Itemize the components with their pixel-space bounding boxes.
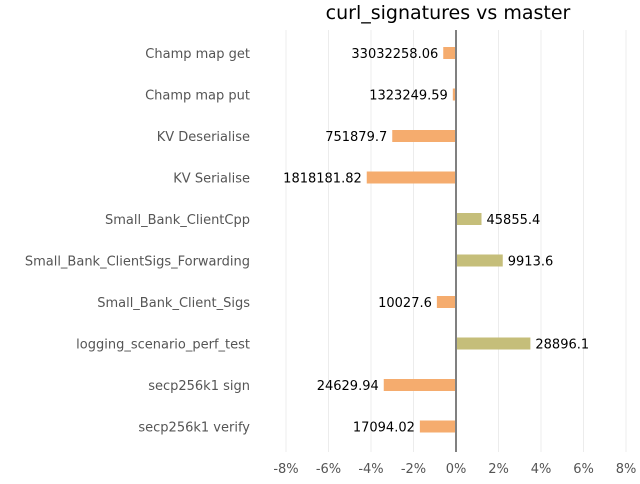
x-tick-label: -4% (358, 462, 383, 477)
bar (452, 88, 456, 101)
x-tick-label: -2% (401, 462, 426, 477)
data-label: 751879.7 (325, 130, 387, 145)
grid-layer (285, 30, 627, 452)
data-label: 24629.94 (317, 379, 379, 394)
category-label: KV Deserialise (157, 130, 250, 145)
bar (436, 296, 456, 308)
category-label: Champ map get (145, 47, 250, 62)
data-label: 45855.4 (487, 213, 541, 228)
x-tick-label: -6% (316, 462, 341, 477)
data-label: 28896.1 (535, 338, 589, 353)
category-label: KV Serialise (173, 172, 250, 187)
bar (366, 171, 456, 184)
bar (392, 130, 456, 142)
data-label: 17094.02 (353, 421, 415, 436)
x-tick-label: 6% (573, 462, 594, 477)
bar (419, 420, 456, 433)
bar (456, 213, 482, 225)
data-label: 10027.6 (378, 296, 432, 311)
data-label: 9913.6 (508, 255, 554, 270)
x-tick-label: 0% (446, 462, 467, 477)
bars-layer (366, 47, 531, 433)
x-tick-label: 4% (531, 462, 552, 477)
category-label: Small_Bank_Client_Sigs (97, 296, 250, 311)
data-label: 1323249.59 (369, 89, 448, 104)
x-tick-label: -8% (273, 462, 298, 477)
category-label: Small_Bank_ClientCpp (105, 213, 250, 228)
data-label: 1818181.82 (283, 172, 362, 187)
category-label: logging_scenario_perf_test (76, 338, 250, 353)
category-label: secp256k1 verify (138, 421, 250, 436)
bar (456, 254, 503, 267)
category-label: Small_Bank_ClientSigs_Forwarding (25, 255, 250, 270)
category-labels-layer: Champ map get Champ map put KV Deserialise… (25, 47, 250, 436)
bar (383, 379, 456, 391)
bar (456, 337, 531, 350)
category-label: Champ map put (145, 89, 250, 104)
chart-title: curl_signatures vs master (326, 2, 571, 24)
x-tick-label: 2% (488, 462, 509, 477)
data-label: 33032258.06 (351, 47, 438, 62)
x-tick-labels-layer: -8% -6% -4% -2% 0% 2% 4% 6% 8% (273, 462, 636, 477)
category-label: secp256k1 sign (148, 379, 250, 394)
bar (443, 47, 456, 59)
x-tick-label: 8% (616, 462, 637, 477)
data-labels-layer: 33032258.06 1323249.59 751879.7 1818181.82 4… (283, 47, 589, 436)
